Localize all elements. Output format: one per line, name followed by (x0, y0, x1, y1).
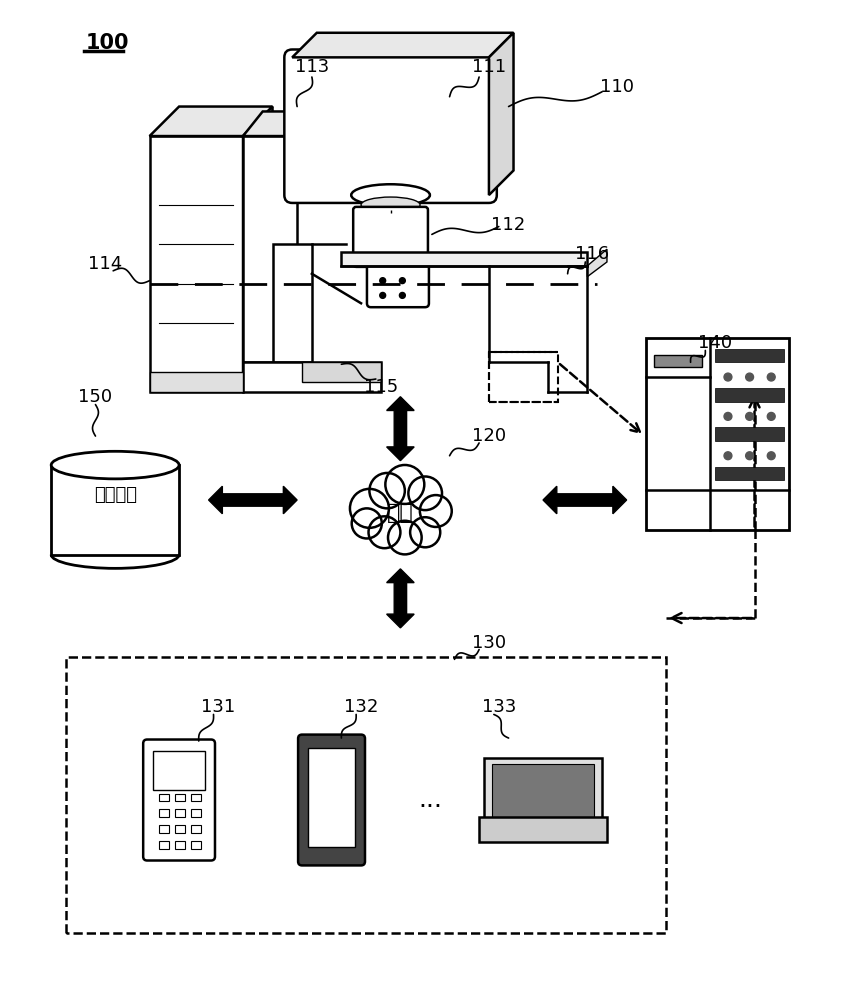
Text: 存储设备: 存储设备 (93, 486, 137, 504)
Text: 130: 130 (472, 634, 506, 652)
Text: 112: 112 (492, 216, 526, 234)
FancyBboxPatch shape (367, 262, 429, 307)
Polygon shape (492, 764, 594, 824)
Circle shape (767, 452, 775, 460)
Polygon shape (543, 486, 627, 514)
Circle shape (724, 452, 732, 460)
Polygon shape (715, 467, 784, 480)
Circle shape (385, 465, 424, 504)
Text: 140: 140 (698, 334, 732, 352)
Polygon shape (302, 362, 380, 382)
Polygon shape (209, 486, 297, 514)
Circle shape (745, 452, 754, 460)
Polygon shape (149, 136, 243, 392)
Polygon shape (149, 372, 243, 392)
Polygon shape (243, 111, 317, 136)
Polygon shape (386, 397, 414, 461)
Text: 111: 111 (472, 58, 506, 76)
Text: 115: 115 (363, 378, 398, 396)
Circle shape (767, 373, 775, 381)
FancyBboxPatch shape (308, 748, 355, 847)
Circle shape (767, 412, 775, 420)
Circle shape (351, 508, 382, 538)
Text: 133: 133 (481, 698, 516, 716)
Polygon shape (243, 136, 297, 362)
Text: ...: ... (418, 788, 442, 812)
Text: 120: 120 (472, 427, 506, 445)
Polygon shape (292, 33, 514, 57)
Circle shape (745, 412, 754, 420)
Polygon shape (386, 569, 414, 628)
FancyBboxPatch shape (284, 49, 497, 203)
Polygon shape (341, 252, 588, 266)
Text: 网络: 网络 (387, 503, 413, 523)
Polygon shape (588, 249, 607, 277)
Polygon shape (479, 817, 607, 842)
Circle shape (420, 495, 452, 527)
Circle shape (408, 476, 442, 510)
Polygon shape (489, 33, 514, 195)
Circle shape (724, 373, 732, 381)
Circle shape (369, 473, 405, 508)
Polygon shape (484, 758, 602, 830)
Polygon shape (243, 107, 273, 392)
Polygon shape (273, 244, 312, 362)
Text: 110: 110 (599, 78, 634, 96)
Polygon shape (51, 465, 179, 555)
Ellipse shape (351, 184, 430, 206)
Text: 113: 113 (295, 58, 329, 76)
Polygon shape (715, 388, 784, 402)
Text: 100: 100 (86, 33, 129, 53)
FancyBboxPatch shape (143, 740, 215, 861)
Text: 116: 116 (575, 245, 610, 263)
Ellipse shape (51, 451, 179, 479)
Circle shape (399, 278, 405, 284)
Text: 150: 150 (78, 388, 113, 406)
Circle shape (380, 278, 385, 284)
Circle shape (368, 516, 401, 548)
Circle shape (410, 517, 441, 547)
Circle shape (745, 373, 754, 381)
Polygon shape (715, 349, 784, 362)
Text: 132: 132 (344, 698, 379, 716)
FancyBboxPatch shape (353, 207, 428, 267)
Ellipse shape (361, 197, 420, 213)
Polygon shape (655, 355, 702, 367)
Circle shape (724, 412, 732, 420)
Polygon shape (149, 107, 273, 136)
Circle shape (388, 521, 422, 554)
Polygon shape (715, 427, 784, 441)
Text: 114: 114 (88, 255, 122, 273)
Circle shape (350, 489, 389, 528)
Text: 131: 131 (201, 698, 235, 716)
Circle shape (399, 292, 405, 298)
Circle shape (380, 292, 385, 298)
Polygon shape (646, 338, 789, 530)
Polygon shape (243, 362, 380, 392)
FancyBboxPatch shape (298, 735, 365, 865)
